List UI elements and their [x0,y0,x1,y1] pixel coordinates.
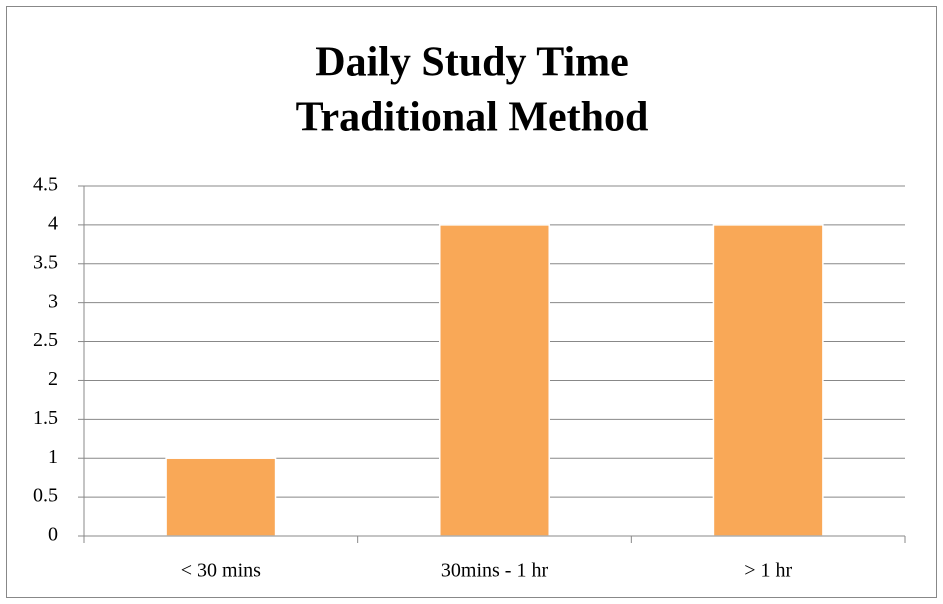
x-tick-label: < 30 mins [181,560,261,582]
y-tick-label: 1 [48,446,58,468]
bar [165,457,277,537]
x-tick-label: > 1 hr [744,560,792,582]
bar [439,224,550,537]
y-tick-label: 0.5 [33,485,58,507]
y-tick-label: 3 [48,290,58,312]
y-tick-label: 0 [48,524,58,546]
y-tick-label: 2 [48,368,58,390]
y-tick-label: 2.5 [33,329,58,351]
y-tick-label: 3.5 [33,251,58,273]
y-tick-label: 4 [48,212,58,234]
y-tick-label: 1.5 [33,407,58,429]
x-tick-label: 30mins - 1 hr [441,560,549,582]
chart-title: Traditional Method [296,95,649,141]
chart-title: Daily Study Time [315,40,629,86]
y-tick-label: 4.5 [33,174,58,196]
bar [712,224,824,537]
